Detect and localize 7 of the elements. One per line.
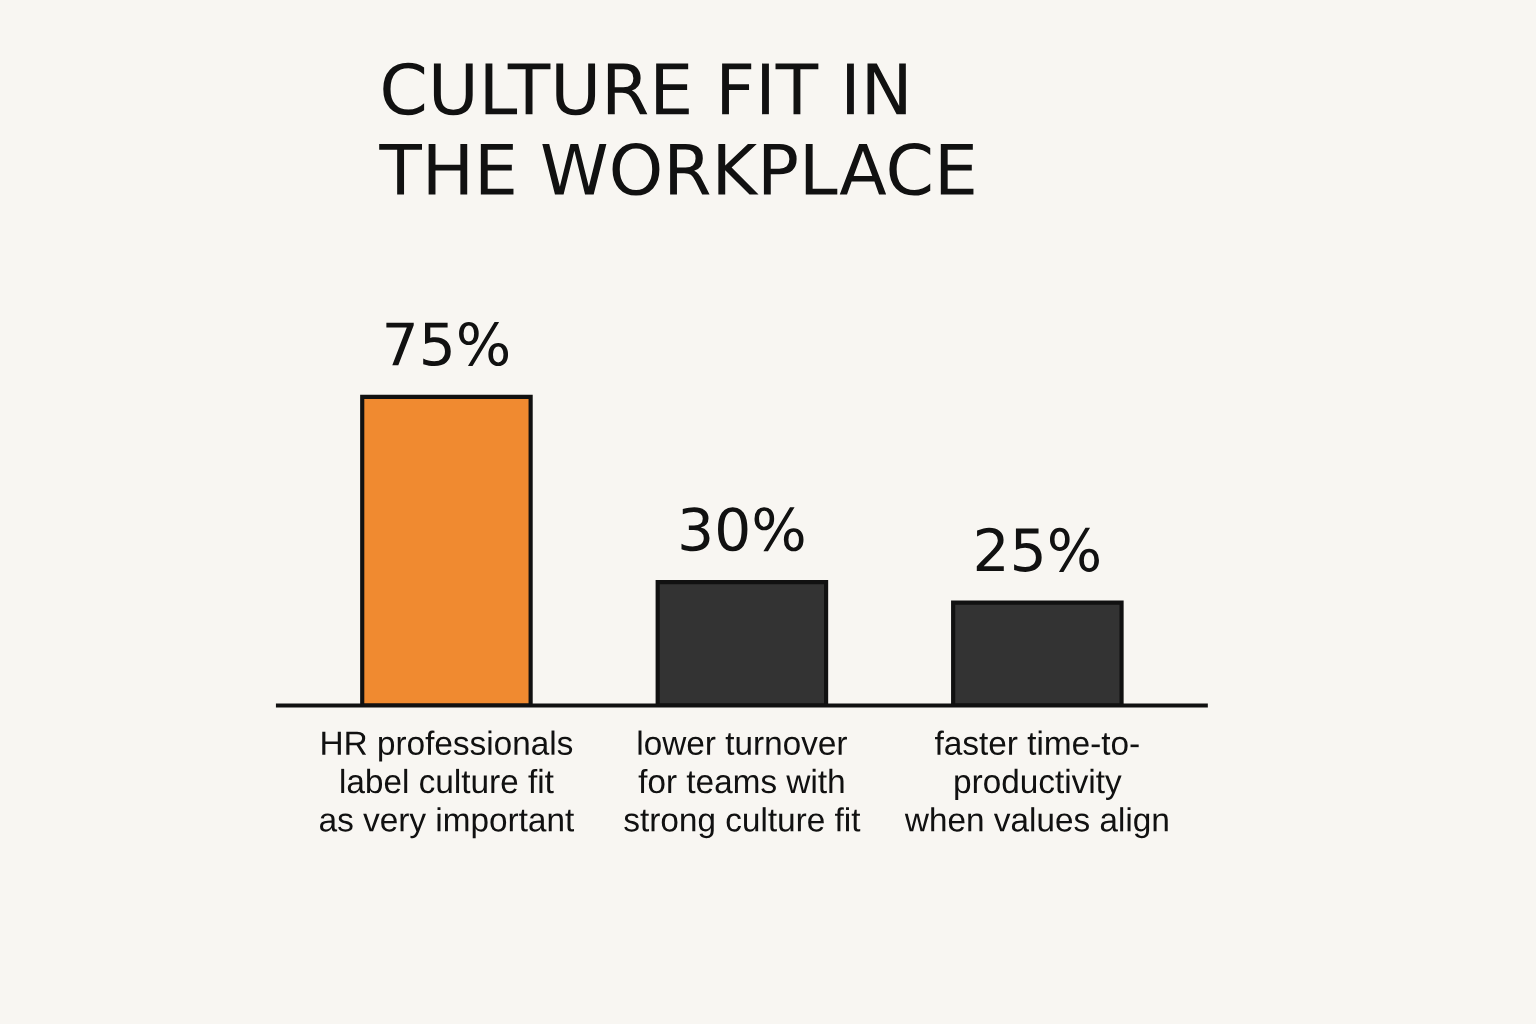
data-label: 30% <box>681 507 804 552</box>
chart-title: CULTURE FIT IN THE WORKPLACE <box>379 62 974 196</box>
x-tick-label: HR professionals label culture fit as very important <box>320 730 575 839</box>
data-label: 25% <box>976 527 1099 572</box>
x-tick-label: faster time-to- productivity when values align <box>904 730 1168 839</box>
data-label: 75% <box>386 321 509 367</box>
x-tick-label: lower turnover for teams with strong culture fit <box>624 730 861 839</box>
